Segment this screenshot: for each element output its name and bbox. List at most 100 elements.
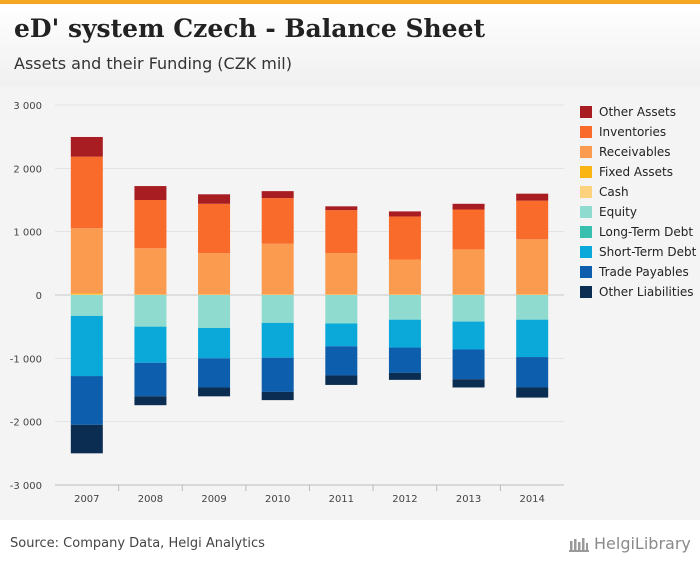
x-tick-label: 2009 (201, 494, 226, 505)
y-tick-label: 2 000 (13, 164, 42, 175)
bar-segment-other-assets (70, 136, 103, 157)
bar-segment-short-term-debt (70, 315, 103, 377)
y-tick-label: 0 (36, 291, 42, 302)
bar-segment-short-term-debt (198, 327, 231, 359)
y-tick-label: -2 000 (10, 418, 42, 429)
x-tick-label: 2014 (519, 494, 544, 505)
bar-segment-trade-payables (70, 376, 103, 425)
bar-segment-other-liabilities (198, 387, 231, 397)
legend-item: Cash (580, 182, 696, 202)
legend-item: Trade Payables (580, 262, 696, 282)
balance-sheet-chart: 3 000 2 000 1 000 0 -1 000 -2 000 -3 000 2007 20… (10, 101, 564, 505)
bar-segment-trade-payables (261, 357, 294, 392)
legend-label: Equity (599, 205, 637, 219)
bar-segment-trade-payables (516, 357, 549, 388)
legend-item: Inventories (580, 122, 696, 142)
bar-segment-short-term-debt (452, 321, 485, 350)
bar-segment-equity (261, 295, 294, 323)
bar-segment-short-term-debt (516, 319, 549, 358)
legend-item: Equity (580, 202, 696, 222)
legend-item: Fixed Assets (580, 162, 696, 182)
legend-item: Receivables (580, 142, 696, 162)
bar-segment-trade-payables (134, 362, 167, 397)
x-tick-label: 2013 (456, 494, 481, 505)
bar-segment-equity (70, 295, 103, 316)
bar-segment-inventories (134, 200, 167, 249)
bar-segment-equity (134, 295, 167, 327)
bar-segment-equity (388, 295, 421, 320)
y-tick-label: 3 000 (13, 101, 42, 112)
x-tick-label: 2010 (265, 494, 290, 505)
bar-segment-receivables (70, 228, 103, 294)
y-tick-label: -3 000 (10, 481, 42, 492)
chart-header: eD' system Czech - Balance Sheet Assets … (0, 4, 700, 86)
legend-label: Other Assets (599, 105, 676, 119)
legend-swatch (580, 266, 592, 278)
bar-segment-equity (452, 295, 485, 322)
bar-segment-inventories (198, 203, 231, 254)
x-tick-label: 2011 (329, 494, 354, 505)
legend-label: Short-Term Debt (599, 245, 697, 259)
bar-segment-other-liabilities (452, 379, 485, 388)
bar-segment-inventories (325, 210, 358, 254)
bar-segment-receivables (134, 248, 167, 295)
bar-segment-equity (325, 295, 358, 324)
legend-swatch (580, 286, 592, 298)
y-tick-label: 1 000 (13, 228, 42, 239)
legend-swatch (580, 206, 592, 218)
bar-segment-receivables (452, 249, 485, 295)
bar-segment-receivables (261, 243, 294, 295)
bar-segment-other-assets (325, 206, 358, 211)
legend-label: Long-Term Debt (599, 225, 694, 239)
bar-segment-other-liabilities (261, 391, 294, 401)
bar-segment-other-assets (134, 186, 167, 200)
legend-item: Other Assets (580, 102, 696, 122)
bar-segment-inventories (452, 209, 485, 250)
legend-item: Long-Term Debt (580, 222, 696, 242)
x-tick-label: 2008 (138, 494, 163, 505)
chart-legend: Other Assets Inventories Receivables Fixed … (580, 102, 696, 302)
bar-segment-other-assets (388, 211, 421, 217)
bar-segment-receivables (516, 239, 549, 295)
legend-swatch (580, 106, 592, 118)
bar-segment-trade-payables (325, 346, 358, 376)
bar-segment-other-assets (261, 191, 294, 199)
library-icon (569, 537, 589, 552)
bar-segment-equity (516, 295, 549, 320)
bar-segment-other-assets (516, 193, 549, 201)
bar-segment-other-assets (198, 194, 231, 204)
bar-segment-inventories (516, 200, 549, 240)
bar-segment-equity (198, 295, 231, 328)
bar-segment-other-liabilities (325, 375, 358, 385)
legend-item: Short-Term Debt (580, 242, 696, 262)
legend-swatch (580, 166, 592, 178)
source-note: Source: Company Data, Helgi Analytics (10, 536, 265, 551)
bar-segment-receivables (325, 253, 358, 295)
legend-swatch (580, 226, 592, 238)
bar-segment-inventories (261, 198, 294, 244)
top-accent-bar (0, 0, 700, 4)
bar-segment-short-term-debt (388, 319, 421, 348)
bar-segment-short-term-debt (134, 326, 167, 363)
brand-name: HelgiLibrary (594, 534, 691, 553)
bar-segment-trade-payables (452, 349, 485, 380)
bar-segment-other-liabilities (70, 424, 103, 454)
bar-segment-other-liabilities (134, 396, 167, 406)
chart-title: eD' system Czech - Balance Sheet (14, 14, 486, 43)
legend-label: Receivables (599, 145, 671, 159)
x-tick-label: 2012 (392, 494, 417, 505)
x-tick-label: 2007 (74, 494, 99, 505)
legend-swatch (580, 146, 592, 158)
bar-segment-short-term-debt (261, 322, 294, 358)
bar-segment-receivables (388, 259, 421, 295)
legend-label: Cash (599, 185, 629, 199)
legend-label: Fixed Assets (599, 165, 673, 179)
bar-segment-short-term-debt (325, 323, 358, 347)
bar-segment-trade-payables (388, 347, 421, 373)
bar-segment-receivables (198, 253, 231, 295)
y-tick-label: -1 000 (10, 354, 42, 365)
brand-logo: HelgiLibrary (568, 534, 691, 553)
legend-swatch (580, 246, 592, 258)
bar-segment-other-liabilities (516, 387, 549, 398)
bar-segment-cash (70, 294, 103, 295)
